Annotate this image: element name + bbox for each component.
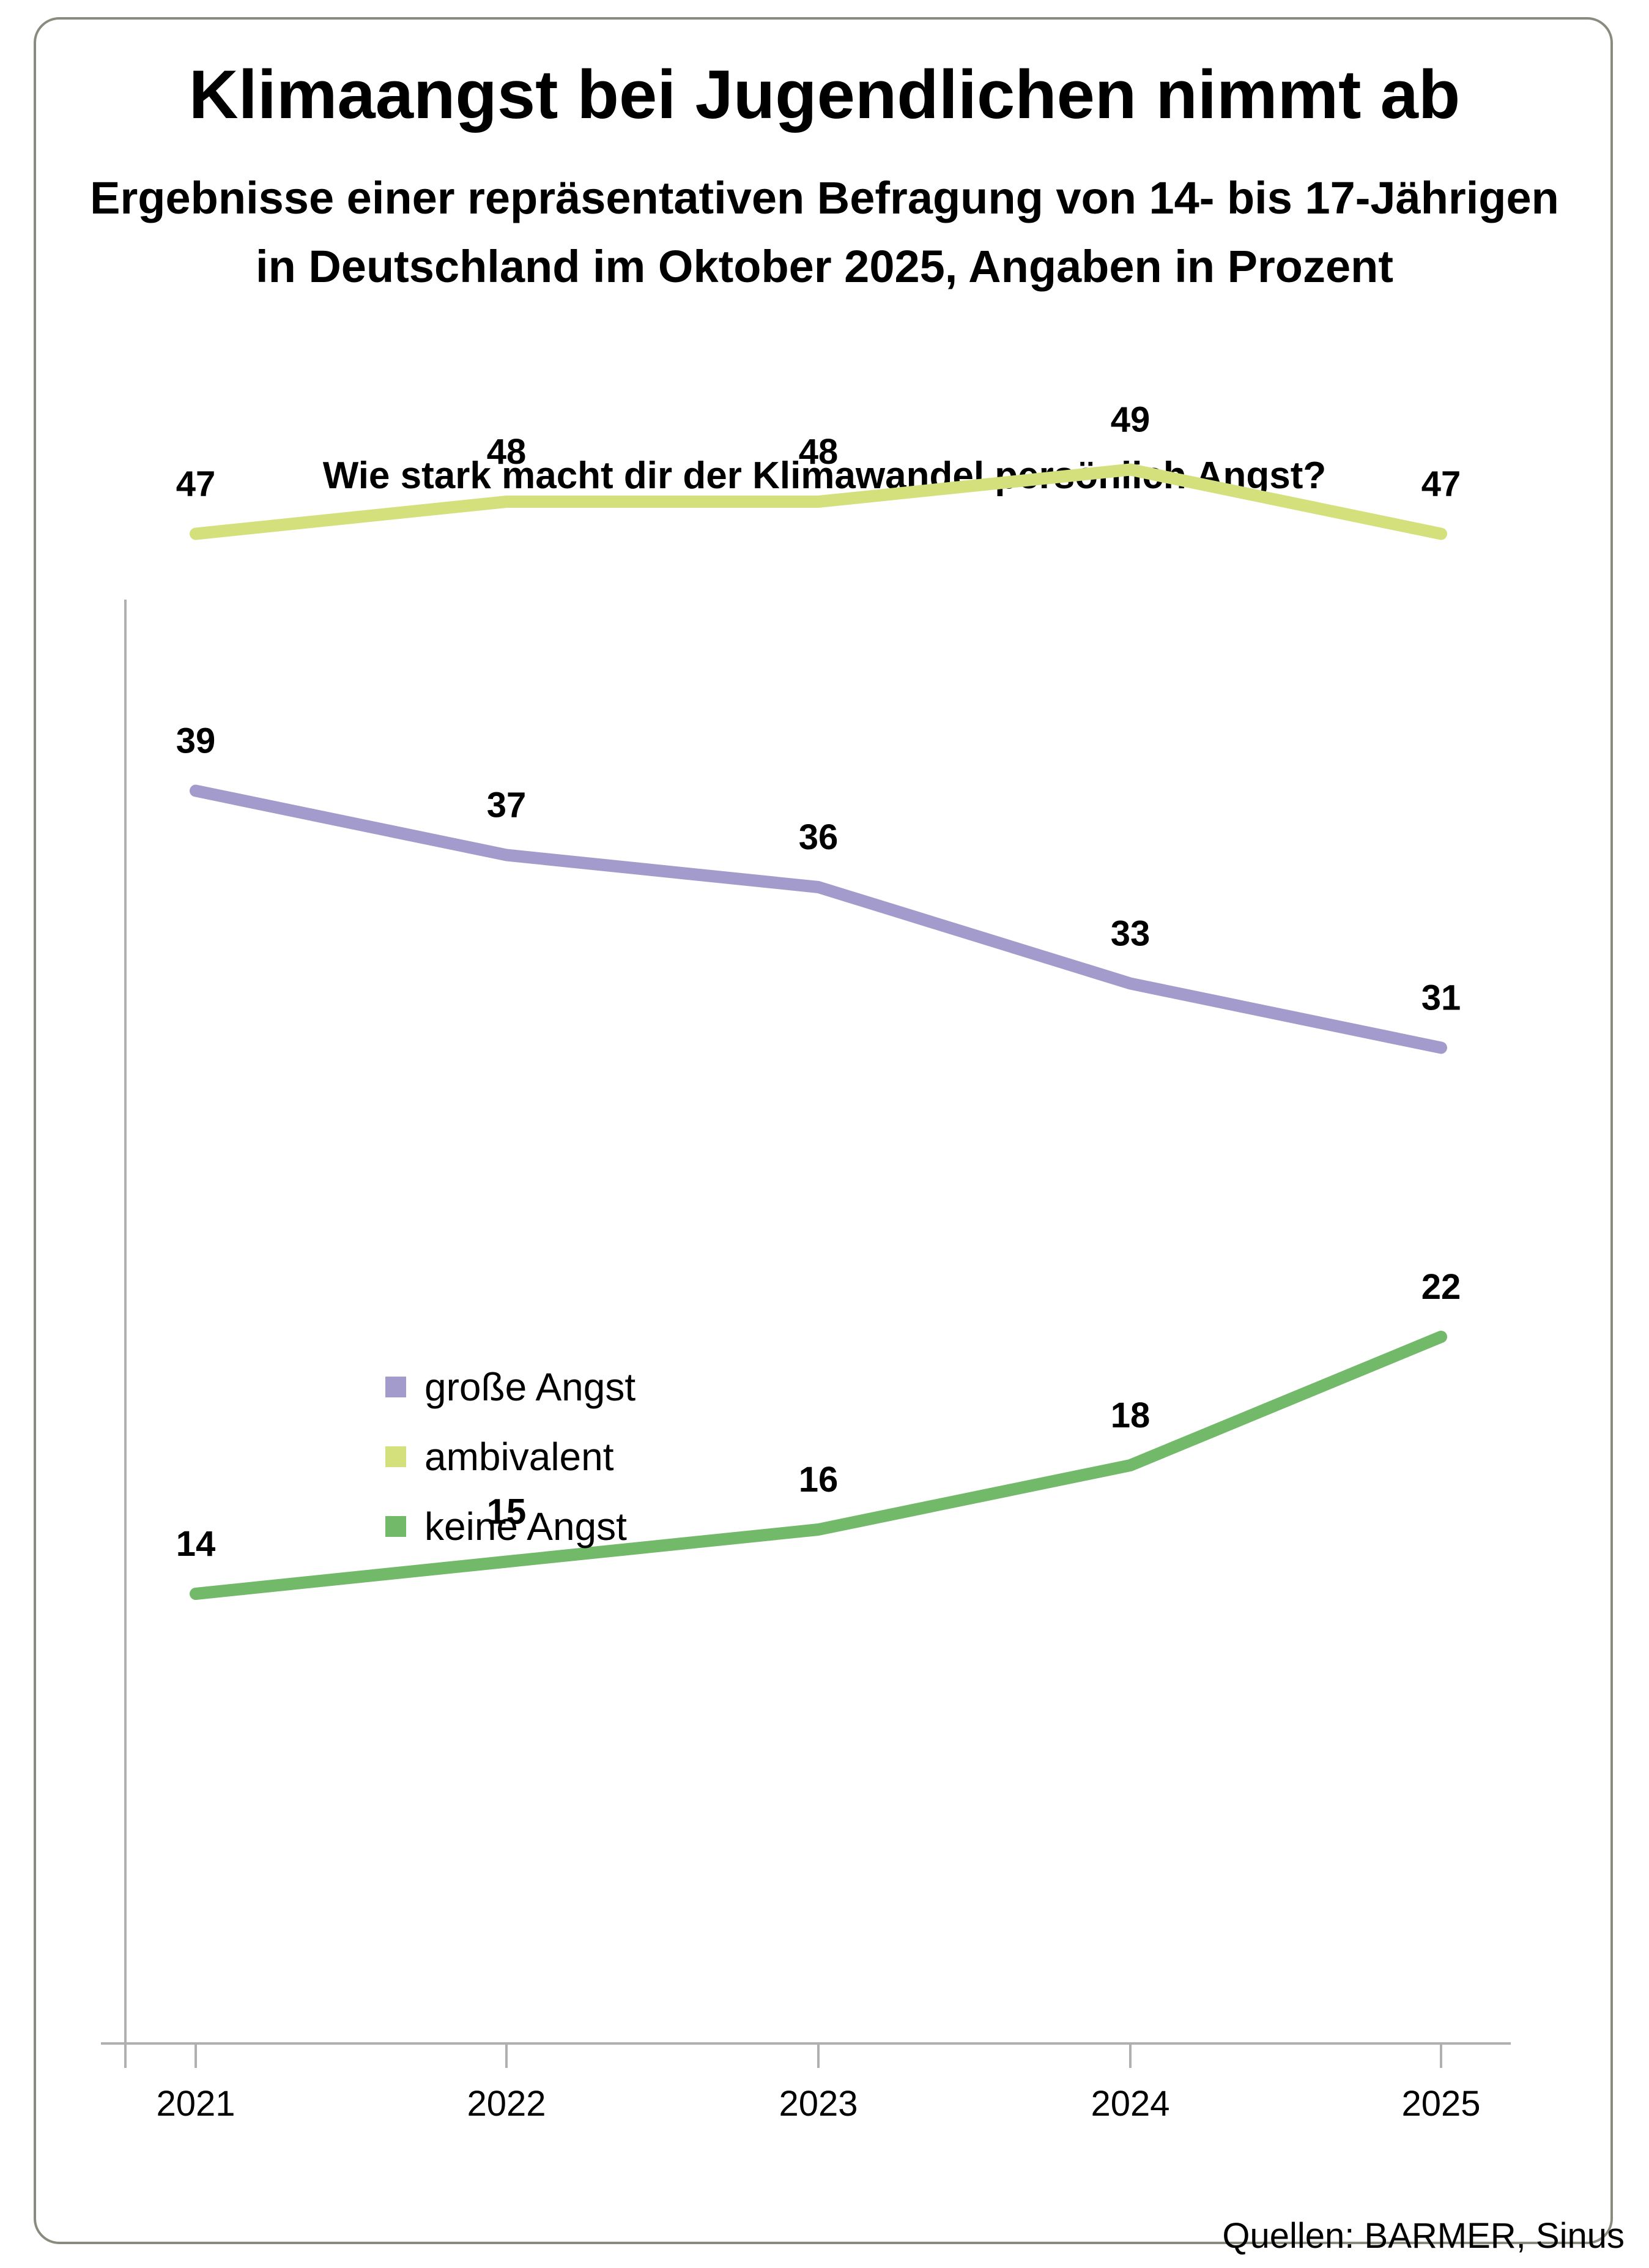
data-label: 39 — [176, 721, 216, 761]
legend-label: große Angst — [424, 1365, 636, 1409]
subtitle-line-2: in Deutschland im Oktober 2025, Angaben … — [256, 241, 1393, 292]
x-tick-label: 2025 — [1401, 2084, 1480, 2124]
data-label: 31 — [1421, 978, 1461, 1018]
legend-label: ambivalent — [424, 1435, 614, 1479]
series-line-2 — [190, 1331, 1447, 1600]
data-label: 48 — [799, 432, 839, 472]
legend-swatch — [385, 1377, 406, 1397]
subtitle-line-1: Ergebnisse einer repräsentativen Befragu… — [90, 173, 1559, 223]
series-line-1 — [190, 463, 1447, 540]
chart-legend: große Angst ambivalent keine Angst — [385, 1352, 636, 1561]
data-label: 47 — [176, 464, 216, 504]
data-label: 49 — [1111, 400, 1151, 440]
legend-item: keine Angst — [385, 1492, 636, 1561]
data-label: 18 — [1111, 1396, 1151, 1435]
data-label: 36 — [799, 817, 839, 857]
legend-item: große Angst — [385, 1352, 636, 1422]
card-frame — [34, 17, 1613, 2244]
x-tick-label: 2022 — [467, 2084, 546, 2124]
data-label: 15 — [487, 1492, 527, 1532]
data-label: 16 — [799, 1460, 839, 1500]
chart-subtitle: Ergebnisse einer repräsentativen Befragu… — [0, 164, 1649, 301]
data-label: 33 — [1111, 914, 1151, 954]
data-label: 37 — [487, 786, 527, 825]
source-note: Quellen: BARMER, Sinus — [1222, 2216, 1625, 2256]
data-label: 48 — [487, 432, 527, 472]
data-label: 22 — [1421, 1267, 1461, 1307]
series-line-0 — [190, 784, 1447, 1054]
x-tick-label: 2023 — [779, 2084, 858, 2124]
data-label: 47 — [1421, 464, 1461, 504]
legend-item: ambivalent — [385, 1422, 636, 1492]
legend-swatch — [385, 1446, 406, 1467]
legend-swatch — [385, 1516, 406, 1537]
legend-label: keine Angst — [424, 1504, 627, 1549]
x-tick-label: 2021 — [156, 2084, 235, 2124]
data-label: 14 — [176, 1524, 216, 1564]
x-tick-label: 2024 — [1091, 2084, 1169, 2124]
chart-title: Klimaangst bei Jugendlichen nimmt ab — [188, 56, 1461, 133]
